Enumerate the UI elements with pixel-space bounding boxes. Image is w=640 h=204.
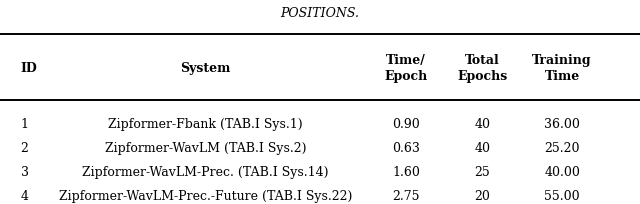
Text: Zipformer-WavLM (TAB.I Sys.2): Zipformer-WavLM (TAB.I Sys.2)	[104, 141, 306, 154]
Text: 25.20: 25.20	[545, 141, 580, 154]
Text: 0.90: 0.90	[392, 117, 420, 130]
Text: 3: 3	[20, 165, 29, 178]
Text: 2: 2	[20, 141, 28, 154]
Text: System: System	[180, 61, 230, 74]
Text: Zipformer-WavLM-Prec. (TAB.I Sys.14): Zipformer-WavLM-Prec. (TAB.I Sys.14)	[82, 165, 328, 178]
Text: Zipformer-Fbank (TAB.I Sys.1): Zipformer-Fbank (TAB.I Sys.1)	[108, 117, 303, 130]
Text: Time/
Epoch: Time/ Epoch	[385, 53, 428, 82]
Text: Total
Epochs: Total Epochs	[458, 53, 508, 82]
Text: Zipformer-WavLM-Prec.-Future (TAB.I Sys.22): Zipformer-WavLM-Prec.-Future (TAB.I Sys.…	[59, 189, 352, 202]
Text: 55.00: 55.00	[545, 189, 580, 202]
Text: 40: 40	[474, 117, 490, 130]
Text: Training
Time: Training Time	[532, 53, 592, 82]
Text: 36.00: 36.00	[544, 117, 580, 130]
Text: 40.00: 40.00	[544, 165, 580, 178]
Text: 1.60: 1.60	[392, 165, 420, 178]
Text: POSITIONS.: POSITIONS.	[280, 7, 360, 20]
Text: 4: 4	[20, 189, 29, 202]
Text: 40: 40	[474, 141, 490, 154]
Text: 2.75: 2.75	[392, 189, 420, 202]
Text: 1: 1	[20, 117, 29, 130]
Text: ID: ID	[20, 61, 37, 74]
Text: 25: 25	[475, 165, 490, 178]
Text: 0.63: 0.63	[392, 141, 420, 154]
Text: 20: 20	[474, 189, 490, 202]
